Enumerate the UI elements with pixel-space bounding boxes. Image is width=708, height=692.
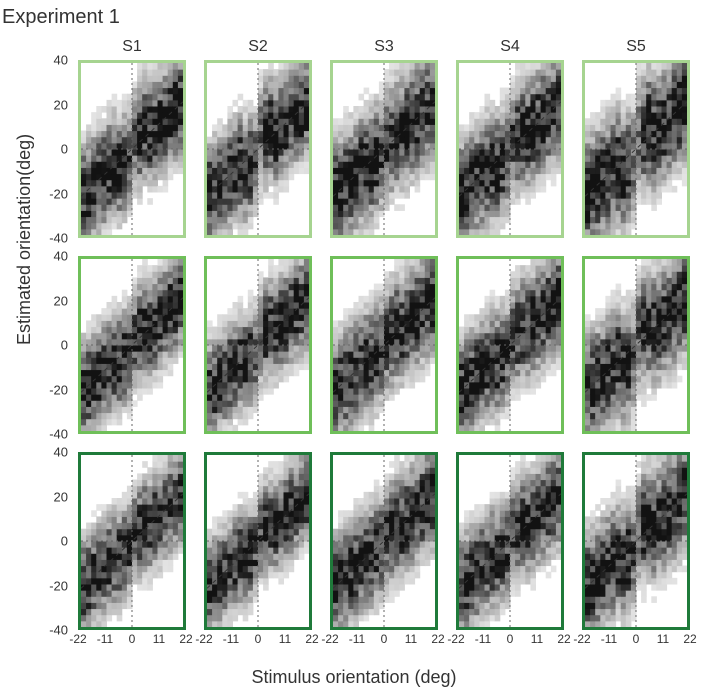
panel-svg — [207, 63, 309, 235]
panel-svg — [81, 63, 183, 235]
panel-svg — [333, 455, 435, 627]
panel-r2-c2 — [330, 452, 438, 630]
panel-grid — [78, 60, 690, 630]
panel-svg — [207, 259, 309, 431]
y-ticks-row-2: -40-2002040 — [0, 0, 68, 692]
panel-r0-c2 — [330, 60, 438, 238]
panel-svg — [207, 455, 309, 627]
panel-svg — [333, 259, 435, 431]
panel-svg — [585, 63, 687, 235]
panel-svg — [585, 259, 687, 431]
panel-svg — [459, 455, 561, 627]
column-label-S4: S4 — [456, 38, 564, 56]
figure: Experiment 1 Estimated orientation(deg) … — [0, 0, 708, 692]
panel-r0-c3 — [456, 60, 564, 238]
x-axis-label: Stimulus orientation (deg) — [0, 667, 708, 688]
panel-r2-c0 — [78, 452, 186, 630]
panel-svg — [585, 455, 687, 627]
column-label-S1: S1 — [78, 38, 186, 56]
panel-r2-c3 — [456, 452, 564, 630]
panel-r0-c4 — [582, 60, 690, 238]
column-label-S5: S5 — [582, 38, 690, 56]
panel-r0-c0 — [78, 60, 186, 238]
panel-r1-c0 — [78, 256, 186, 434]
column-label-S2: S2 — [204, 38, 312, 56]
panel-svg — [459, 63, 561, 235]
panel-svg — [81, 455, 183, 627]
x-ticks-col-4: -22-1101122 — [0, 632, 708, 648]
panel-r1-c3 — [456, 256, 564, 434]
panel-r2-c4 — [582, 452, 690, 630]
panel-r2-c1 — [204, 452, 312, 630]
panel-r1-c1 — [204, 256, 312, 434]
column-label-S3: S3 — [330, 38, 438, 56]
panel-svg — [459, 259, 561, 431]
panel-r0-c1 — [204, 60, 312, 238]
panel-r1-c4 — [582, 256, 690, 434]
panel-svg — [81, 259, 183, 431]
panel-r1-c2 — [330, 256, 438, 434]
panel-svg — [333, 63, 435, 235]
